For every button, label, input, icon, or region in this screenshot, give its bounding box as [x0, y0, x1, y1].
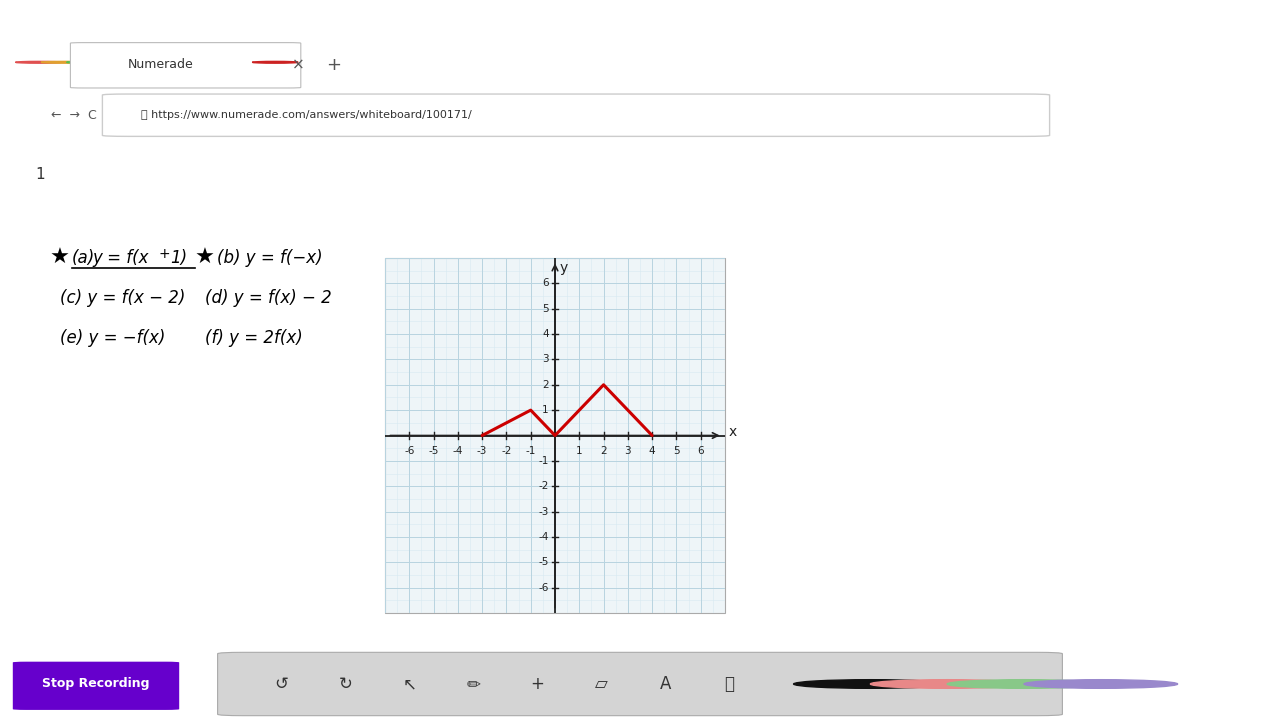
Text: +: + — [531, 675, 544, 693]
Text: x: x — [728, 425, 737, 438]
Text: +: + — [326, 55, 342, 73]
Text: (a): (a) — [72, 248, 95, 266]
Text: ↻: ↻ — [339, 675, 352, 693]
Text: -1: -1 — [539, 456, 549, 466]
Text: +: + — [157, 246, 170, 261]
Text: 2: 2 — [543, 379, 549, 390]
Text: 3: 3 — [543, 354, 549, 364]
Text: 1): 1) — [170, 248, 187, 266]
Text: 6: 6 — [543, 279, 549, 288]
Text: A: A — [660, 675, 671, 693]
Text: -4: -4 — [539, 532, 549, 542]
Text: 3: 3 — [625, 446, 631, 456]
FancyBboxPatch shape — [218, 652, 1062, 716]
Text: -2: -2 — [539, 481, 549, 491]
FancyBboxPatch shape — [70, 42, 301, 88]
Text: 🔒 https://www.numerade.com/answers/whiteboard/100171/: 🔒 https://www.numerade.com/answers/white… — [141, 110, 471, 120]
Text: -6: -6 — [404, 446, 415, 456]
Text: -2: -2 — [502, 446, 512, 456]
Text: -5: -5 — [429, 446, 439, 456]
Text: (d) y = f(x) − 2: (d) y = f(x) − 2 — [205, 289, 332, 307]
Text: ⬜: ⬜ — [724, 675, 735, 693]
Circle shape — [67, 61, 113, 63]
Text: -1: -1 — [526, 446, 536, 456]
FancyBboxPatch shape — [13, 662, 179, 710]
Text: ←  →  C: ← → C — [51, 109, 97, 122]
Circle shape — [1024, 680, 1178, 688]
Text: (b) y = f(−x): (b) y = f(−x) — [218, 248, 323, 266]
Text: 1: 1 — [543, 405, 549, 415]
Text: ★: ★ — [195, 248, 215, 268]
Text: (e) y = −f(x): (e) y = −f(x) — [60, 328, 165, 346]
Text: (c) y = f(x − 2): (c) y = f(x − 2) — [60, 289, 186, 307]
Text: -5: -5 — [539, 557, 549, 567]
Text: ↖: ↖ — [403, 675, 416, 693]
Text: ×: × — [292, 58, 305, 72]
Text: ★: ★ — [50, 248, 70, 268]
Text: 1: 1 — [35, 168, 45, 182]
Bar — [385, 258, 724, 613]
Text: 4: 4 — [543, 329, 549, 339]
Text: 5: 5 — [673, 446, 680, 456]
Text: -3: -3 — [477, 446, 488, 456]
Text: 5: 5 — [543, 304, 549, 314]
Text: 4: 4 — [649, 446, 655, 456]
Text: Numerade: Numerade — [128, 58, 193, 71]
Circle shape — [947, 680, 1101, 688]
Circle shape — [794, 680, 947, 688]
Text: ▱: ▱ — [595, 675, 608, 693]
Text: ✏: ✏ — [467, 675, 480, 693]
Circle shape — [252, 61, 298, 63]
Text: ↺: ↺ — [275, 675, 288, 693]
Circle shape — [41, 61, 87, 63]
Text: -4: -4 — [453, 446, 463, 456]
Text: y = f(x: y = f(x — [92, 248, 148, 266]
Text: 6: 6 — [698, 446, 704, 456]
Circle shape — [15, 61, 61, 63]
Circle shape — [870, 680, 1024, 688]
Text: -3: -3 — [539, 507, 549, 516]
Text: Stop Recording: Stop Recording — [42, 678, 150, 690]
Text: y: y — [559, 261, 568, 274]
Text: 1: 1 — [576, 446, 582, 456]
Text: -6: -6 — [539, 582, 549, 593]
Text: (f) y = 2f(x): (f) y = 2f(x) — [205, 328, 303, 346]
FancyBboxPatch shape — [102, 94, 1050, 136]
Text: 2: 2 — [600, 446, 607, 456]
